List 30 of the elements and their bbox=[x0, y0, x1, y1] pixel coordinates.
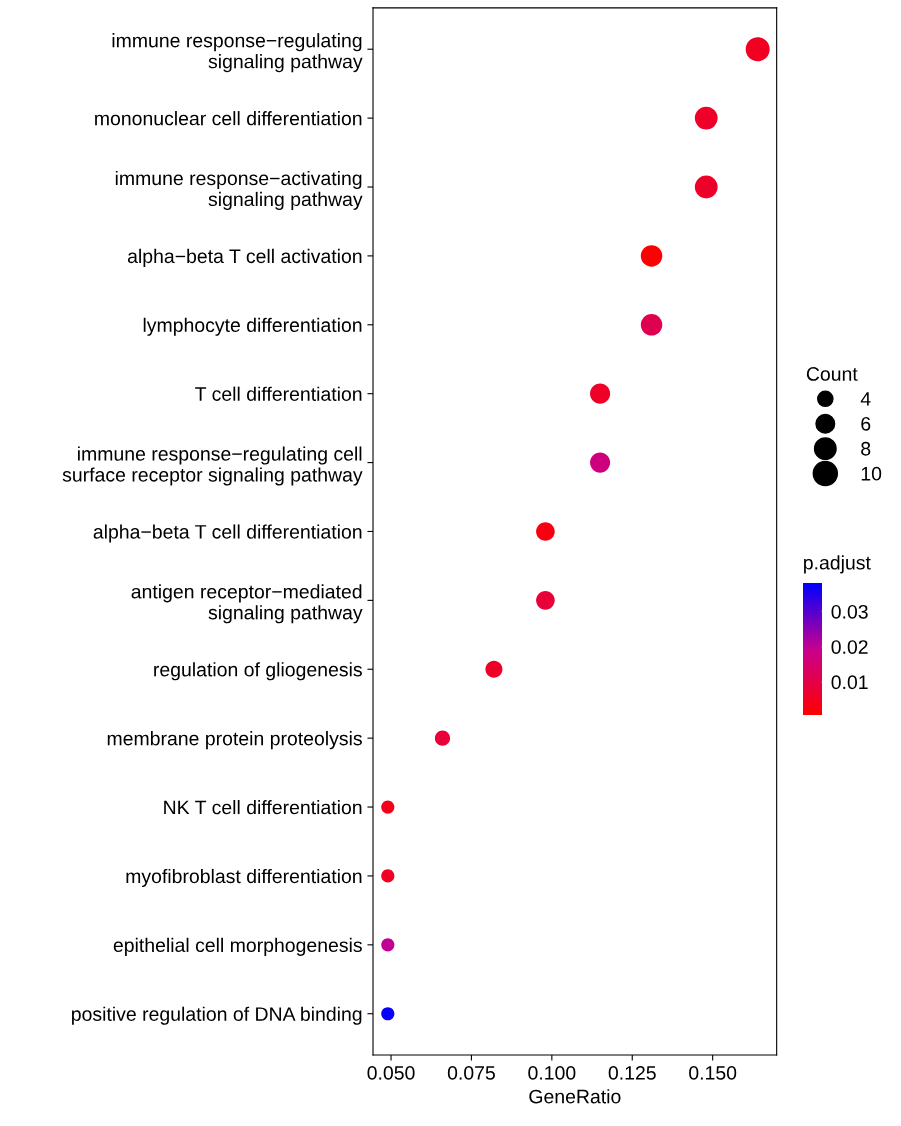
legend-label: 10 bbox=[861, 466, 882, 481]
x-tick-label: 0.150 bbox=[689, 1065, 737, 1080]
y-tick-label: positive regulation of DNA binding bbox=[72, 1006, 362, 1025]
color-bar-title: p.adjust bbox=[804, 555, 871, 574]
x-tick-label: 0.050 bbox=[367, 1065, 415, 1080]
x-tick-label: 0.125 bbox=[608, 1065, 656, 1080]
y-tick-label: immune response−activating signaling pathway bbox=[115, 170, 363, 210]
y-tick-label: immune response−regulating signaling pathway bbox=[112, 33, 363, 73]
legend-label: 4 bbox=[860, 392, 871, 406]
color-bar-label: 0.02 bbox=[831, 640, 868, 654]
x-axis-title: GeneRatio bbox=[529, 1089, 621, 1104]
y-tick-label: epithelial cell morphogenesis bbox=[113, 937, 362, 956]
y-tick-label: NK T cell differentiation bbox=[164, 800, 362, 815]
legend-label: 6 bbox=[861, 416, 871, 431]
y-tick-label: alpha−beta T cell differentiation bbox=[93, 524, 362, 543]
legend-label: 8 bbox=[861, 441, 871, 456]
x-tick-label: 0.075 bbox=[447, 1065, 495, 1080]
y-tick-label: lymphocyte differentiation bbox=[143, 317, 362, 336]
color-bar-label: 0.03 bbox=[831, 604, 868, 619]
y-tick-label: antigen receptor−mediated signaling pathway bbox=[131, 584, 363, 624]
y-tick-label: T cell differentiation bbox=[195, 386, 362, 401]
legend-title: Count bbox=[806, 367, 858, 381]
color-bar-label: 0.01 bbox=[831, 675, 868, 690]
y-tick-label: immune response−regulating cell surface receptor signaling pathway bbox=[62, 446, 363, 486]
y-tick-label: myofibroblast differentiation bbox=[126, 868, 362, 888]
x-tick-label: 0.100 bbox=[528, 1065, 576, 1080]
y-tick-label: mononuclear cell differentiation bbox=[95, 111, 362, 126]
y-tick-label: alpha−beta T cell activation bbox=[127, 248, 362, 267]
y-tick-label: membrane protein proteolysis bbox=[107, 731, 362, 750]
y-tick-label: regulation of gliogenesis bbox=[154, 662, 362, 681]
